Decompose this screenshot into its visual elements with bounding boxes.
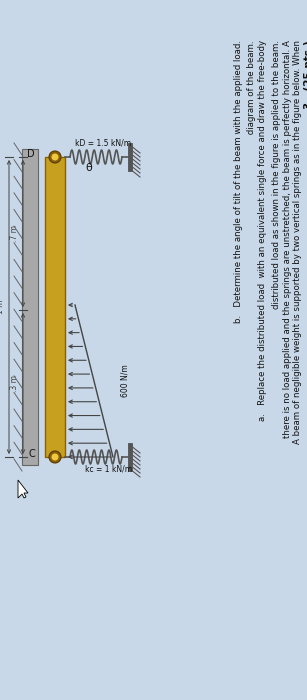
- Circle shape: [52, 153, 59, 160]
- Text: a.   Replace the distributed load  with an equivalent single force and draw the : a. Replace the distributed load with an …: [258, 40, 267, 421]
- Circle shape: [49, 151, 61, 163]
- Text: 600 N/m: 600 N/m: [120, 365, 129, 398]
- Text: D: D: [27, 149, 35, 159]
- Text: distributed load as shown in the figure is applied to the beam.: distributed load as shown in the figure …: [272, 40, 281, 309]
- Text: 1 m: 1 m: [0, 300, 5, 314]
- Text: A beam of negligible weight is supported by two vertical springs as in the figur: A beam of negligible weight is supported…: [293, 40, 302, 444]
- Circle shape: [49, 451, 61, 463]
- Text: there is no load applied and the springs are unstretched, the beam is perfectly : there is no load applied and the springs…: [282, 40, 292, 438]
- Text: C: C: [28, 449, 35, 459]
- Text: θ: θ: [85, 163, 92, 173]
- Bar: [22, 149, 38, 465]
- Text: b.   Determine the angle of tilt of the beam with the applied load.: b. Determine the angle of tilt of the be…: [234, 40, 243, 323]
- Text: 3.  (25 pts.): 3. (25 pts.): [304, 40, 307, 108]
- Text: .3 m: .3 m: [10, 375, 19, 392]
- Bar: [45, 157, 65, 457]
- Polygon shape: [18, 480, 28, 498]
- Text: .7 m: .7 m: [10, 225, 19, 242]
- Text: kc = 1 kN/m: kc = 1 kN/m: [85, 464, 132, 473]
- Text: diagram of the beam.: diagram of the beam.: [247, 40, 257, 148]
- Text: kD = 1.5 kN/m: kD = 1.5 kN/m: [75, 139, 131, 148]
- Circle shape: [52, 454, 59, 461]
